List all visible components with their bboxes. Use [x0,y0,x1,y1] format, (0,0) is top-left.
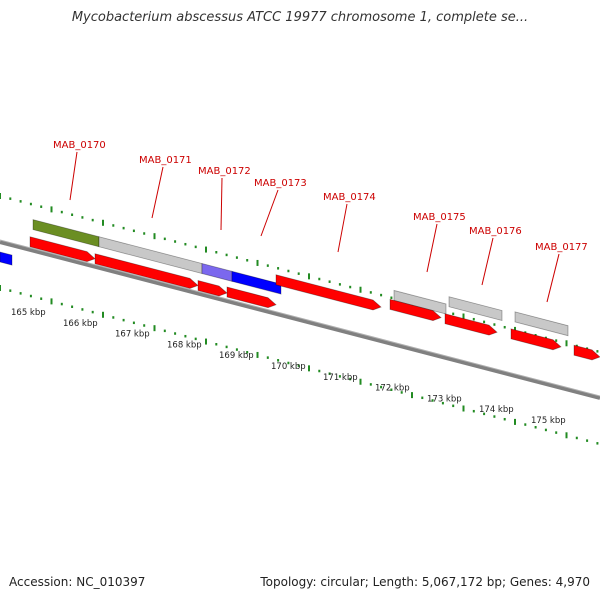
lower-tick-track [0,285,599,445]
gene-arrow [389,298,442,321]
gene-label: MAB_0177 [535,242,588,253]
gene-arrow [29,236,96,263]
scale-label: 174 kbp [479,405,514,415]
gene-label-leader [481,237,494,286]
gene-label: MAB_0175 [413,212,466,223]
sequence-backbone [0,239,600,400]
gene-arrow [197,279,228,297]
gene-label-leader [220,177,223,231]
gene-arrow [573,344,600,361]
gene-label-leader [151,166,164,219]
gene-label-leader [260,189,279,237]
gene-arrow [510,328,562,351]
scale-label: 173 kbp [427,394,462,404]
scale-label: 165 kbp [11,308,46,318]
gene-label-leader [426,223,438,273]
gene-label: MAB_0174 [323,192,376,203]
accession-text: Accession: NC_010397 [9,575,146,589]
scale-label: 170 kbp [271,362,306,372]
gene-label-leader [69,151,78,201]
gene-label-leader [337,203,348,253]
gene-arrow [444,313,498,336]
scale-label: 166 kbp [63,319,98,329]
gene-label: MAB_0171 [139,155,192,166]
feature-bar [448,296,503,322]
scale-label-layer: 165 kbp 166 kbp 167 kbp 168 kbp 169 kbp 170 k… [11,308,566,426]
gene-label-leader [546,253,560,303]
gene-label: MAB_0172 [198,166,251,177]
feature-bar [393,289,447,315]
gene-label: MAB_0176 [469,226,522,237]
feature-track [0,219,600,361]
gene-arrow [226,286,277,309]
scale-label: 168 kbp [167,340,202,350]
scale-label: 175 kbp [531,416,566,426]
feature-bar [0,251,13,266]
scale-label: 167 kbp [115,330,150,340]
feature-bar [514,311,569,337]
gene-label: MAB_0173 [254,178,307,189]
scale-label: 172 kbp [375,384,410,394]
genome-summary-text: Topology: circular; Length: 5,067,172 bp… [260,575,590,589]
scale-label: 171 kbp [323,373,358,383]
feature-bar [231,270,282,295]
feature-bar [201,263,233,282]
gene-arrow [94,253,199,289]
gene-label: MAB_0170 [53,140,106,151]
map-title: Mycobacterium abscessus ATCC 19977 chrom… [71,10,529,25]
backbone-line [0,240,600,400]
scale-label: 169 kbp [219,351,254,361]
backbone-highlight [0,239,600,397]
gene-arrow [275,274,382,311]
